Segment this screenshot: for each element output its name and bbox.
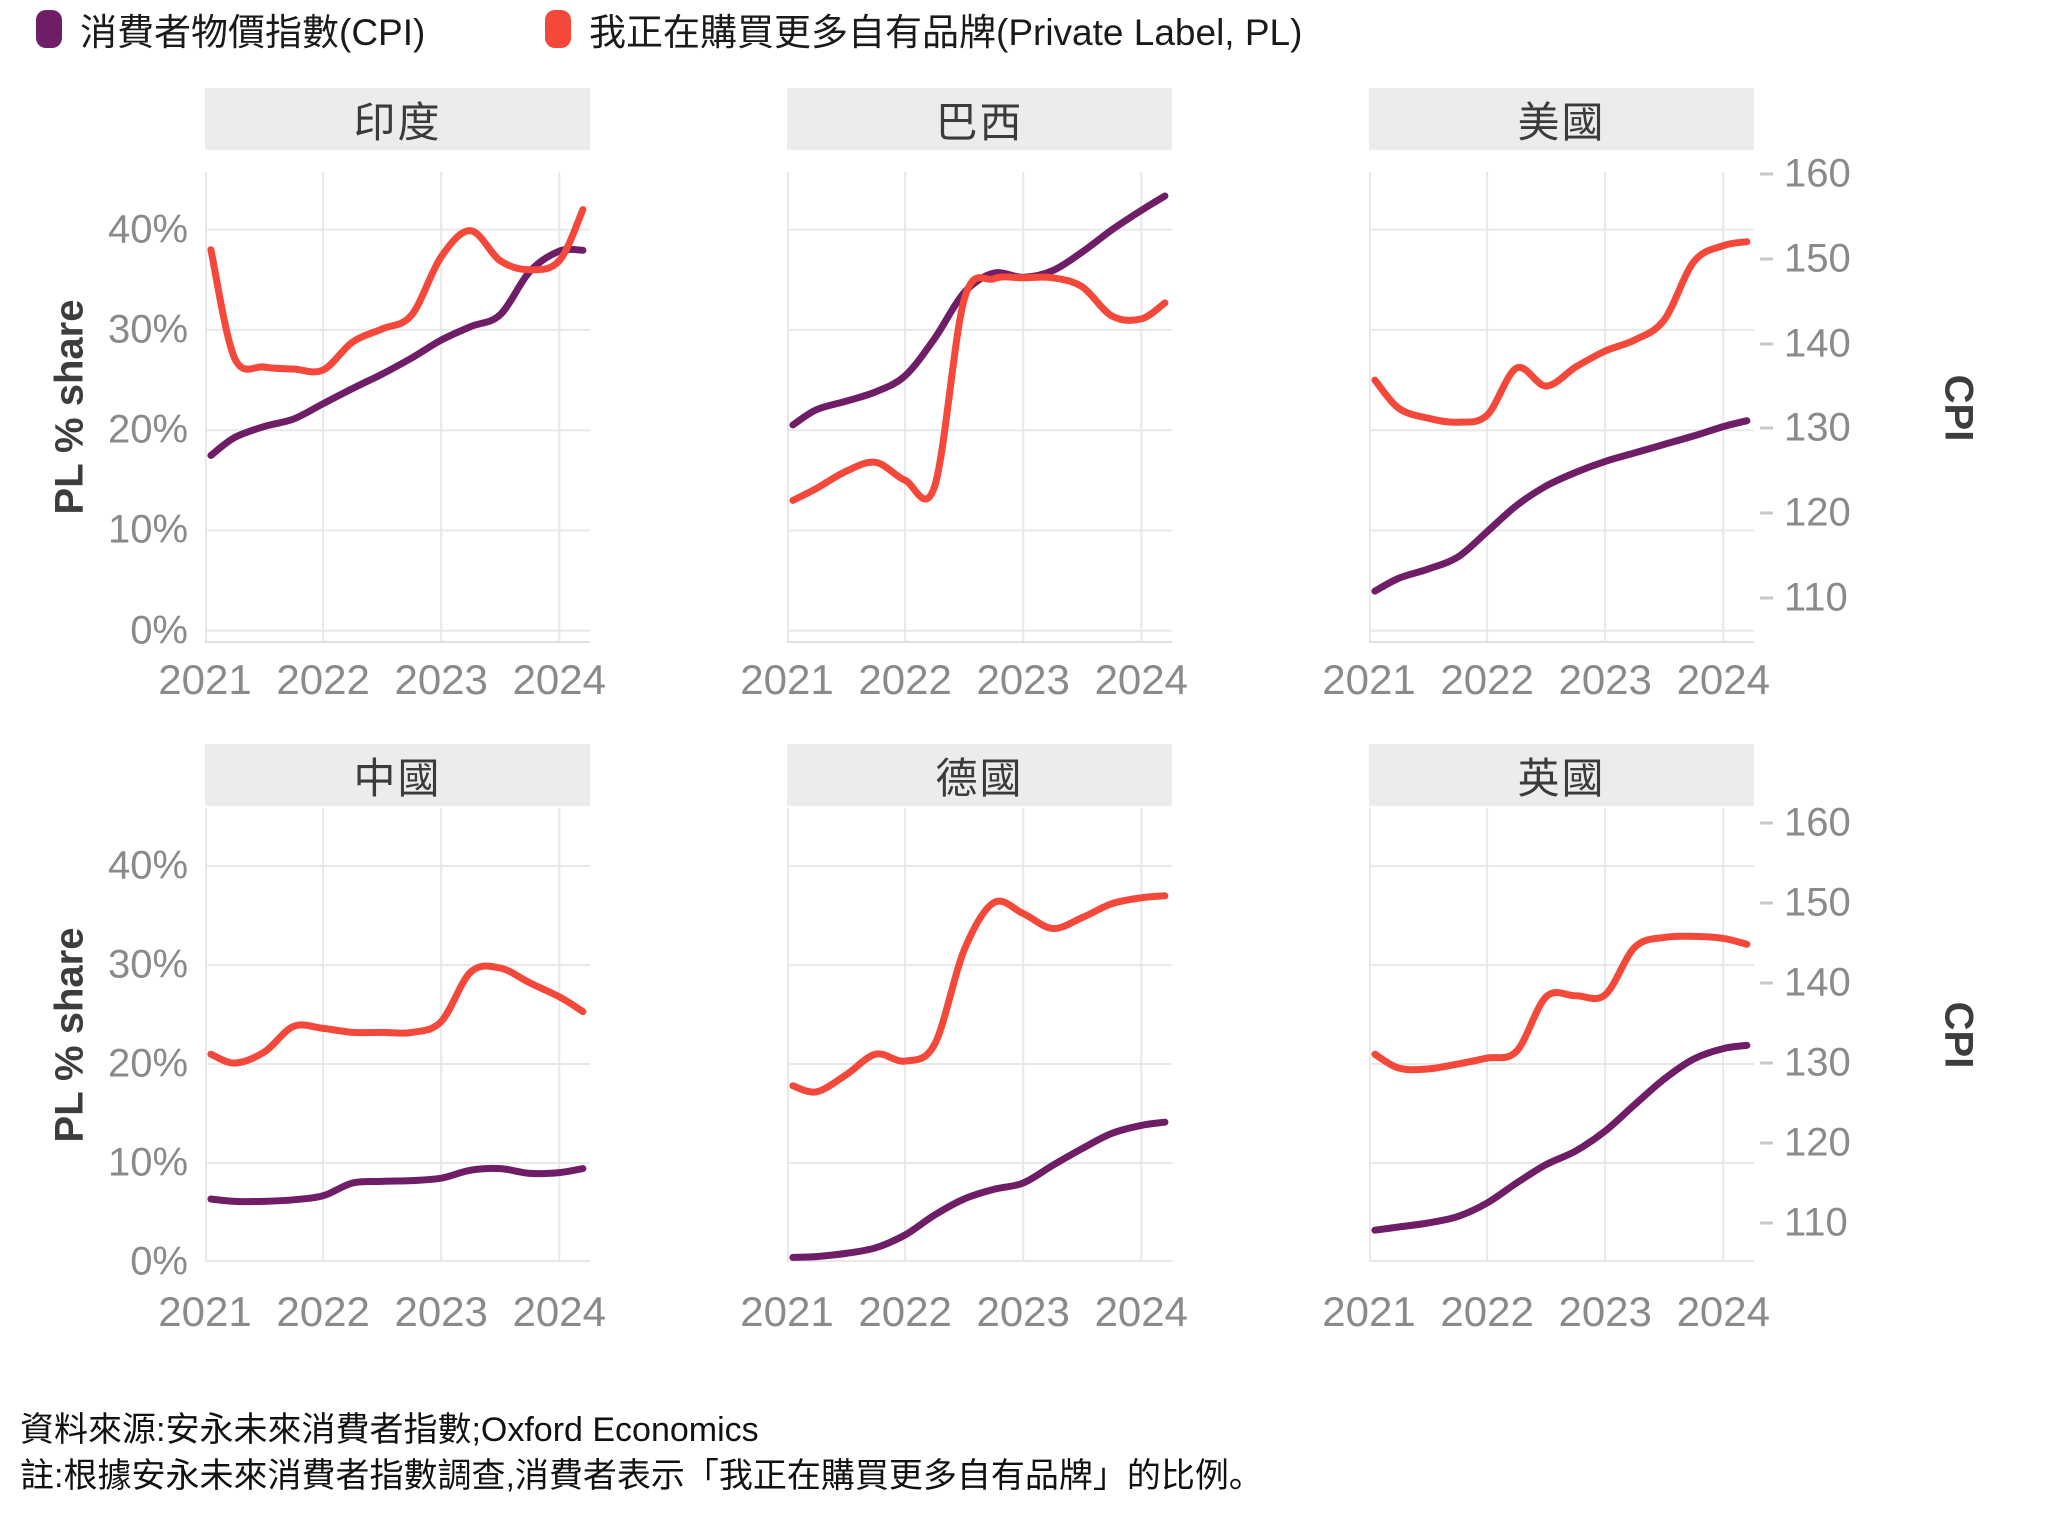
right-tick-mark-140: [1760, 981, 1773, 985]
pl-legend-swatch-icon: [545, 10, 571, 48]
right-tick-130: 130: [1784, 1040, 1851, 1085]
pl-line-4: [789, 892, 1169, 1096]
pl-line-3: [207, 962, 587, 1067]
right-tick-110: 110: [1784, 575, 1848, 620]
x-tick-2022: 2022: [1440, 656, 1534, 703]
cpi-line-3: [207, 1164, 587, 1206]
left-tick-10: 10%: [108, 1140, 189, 1185]
x-tick-2022: 2022: [858, 1288, 952, 1335]
facet-title-5: 英國: [1369, 744, 1754, 806]
x-tick-2021: 2021: [158, 656, 252, 703]
x-tick-2021: 2021: [158, 1288, 252, 1335]
right-tick-110: 110: [1784, 1200, 1848, 1245]
cpi-line-2: [1371, 417, 1751, 595]
left-tick-30: 30%: [108, 307, 189, 352]
right-tick-140: 140: [1784, 321, 1851, 366]
x-tick-2022: 2022: [276, 1288, 370, 1335]
right-tick-mark-150: [1760, 257, 1773, 261]
right-tick-150: 150: [1784, 236, 1851, 281]
facet-title-2: 美國: [1369, 88, 1754, 150]
x-tick-2023: 2023: [976, 656, 1070, 703]
source-note: 資料來源:安永未來消費者指數;Oxford Economics: [20, 1411, 759, 1449]
right-tick-140: 140: [1784, 960, 1851, 1005]
left-tick-10: 10%: [108, 507, 189, 552]
cpi-legend-label: 消費者物價指數(CPI): [80, 12, 426, 53]
right-tick-mark-120: [1760, 511, 1773, 515]
right-tick-130: 130: [1784, 405, 1851, 450]
right-tick-mark-150: [1760, 901, 1773, 905]
right-tick-mark-110: [1760, 596, 1773, 600]
plot-area-5: [1369, 808, 1754, 1262]
right-tick-mark-120: [1760, 1141, 1773, 1145]
facet-title-1: 巴西: [787, 88, 1172, 150]
pl-line-2: [1371, 238, 1751, 426]
right-tick-120: 120: [1784, 1120, 1851, 1165]
right-tick-160: 160: [1784, 800, 1851, 845]
x-tick-2021: 2021: [1322, 1288, 1416, 1335]
cpi-line-0: [207, 245, 587, 459]
x-tick-2021: 2021: [740, 1288, 834, 1335]
x-tick-2024: 2024: [512, 656, 606, 703]
x-tick-2023: 2023: [1558, 656, 1652, 703]
cpi-line-5: [1371, 1041, 1751, 1234]
right-tick-150: 150: [1784, 880, 1851, 925]
right-tick-mark-140: [1760, 342, 1773, 346]
right-tick-mark-130: [1760, 1061, 1773, 1065]
x-tick-2024: 2024: [1094, 656, 1188, 703]
facet-title-0: 印度: [205, 88, 590, 150]
x-tick-2024: 2024: [1676, 656, 1770, 703]
pl-legend-label: 我正在購買更多自有品牌(Private Label, PL): [589, 12, 1303, 53]
left-tick-40: 40%: [108, 843, 189, 888]
method-note: 註:根據安永未來消費者指數調查,消費者表示「我正在購買更多自有品牌」的比例。: [20, 1457, 1263, 1495]
x-tick-2022: 2022: [1440, 1288, 1534, 1335]
x-tick-2021: 2021: [1322, 656, 1416, 703]
x-tick-2022: 2022: [276, 656, 370, 703]
x-tick-2023: 2023: [394, 656, 488, 703]
left-axis-title-row1: PL % share: [47, 299, 92, 515]
x-tick-2021: 2021: [740, 656, 834, 703]
cpi-legend-swatch-icon: [36, 10, 62, 48]
legend-item-cpi: 消費者物價指數(CPI): [36, 6, 425, 53]
x-tick-2022: 2022: [858, 656, 952, 703]
plot-area-1: [787, 172, 1172, 643]
cpi-line-4: [789, 1118, 1169, 1261]
pl-line-1: [789, 273, 1169, 504]
plot-area-0: [205, 172, 590, 643]
x-tick-2024: 2024: [512, 1288, 606, 1335]
right-tick-mark-130: [1760, 426, 1773, 430]
right-axis-title-row2: CPI: [1936, 1001, 1981, 1069]
facet-title-4: 德國: [787, 744, 1172, 806]
legend-item-pl: 我正在購買更多自有品牌(Private Label, PL): [545, 6, 1302, 53]
left-tick-40: 40%: [108, 207, 189, 252]
left-tick-20: 20%: [108, 1041, 189, 1086]
right-tick-mark-160: [1760, 172, 1773, 176]
x-tick-2024: 2024: [1094, 1288, 1188, 1335]
x-tick-2023: 2023: [1558, 1288, 1652, 1335]
pl-line-5: [1371, 932, 1751, 1074]
left-tick-20: 20%: [108, 407, 189, 452]
left-tick-0: 0%: [130, 608, 188, 653]
x-tick-2023: 2023: [394, 1288, 488, 1335]
left-tick-0: 0%: [130, 1239, 188, 1284]
right-axis-title-row1: CPI: [1936, 374, 1981, 442]
x-tick-2023: 2023: [976, 1288, 1070, 1335]
facet-title-3: 中國: [205, 744, 590, 806]
left-axis-title-row2: PL % share: [47, 927, 92, 1143]
right-tick-mark-110: [1760, 1221, 1773, 1225]
x-tick-2024: 2024: [1676, 1288, 1770, 1335]
plot-area-3: [205, 808, 590, 1262]
plot-area-4: [787, 808, 1172, 1262]
plot-area-2: [1369, 172, 1754, 643]
right-tick-mark-160: [1760, 821, 1773, 825]
left-tick-30: 30%: [108, 942, 189, 987]
right-tick-120: 120: [1784, 490, 1851, 535]
right-tick-160: 160: [1784, 151, 1851, 196]
pl-line-0: [207, 206, 587, 376]
